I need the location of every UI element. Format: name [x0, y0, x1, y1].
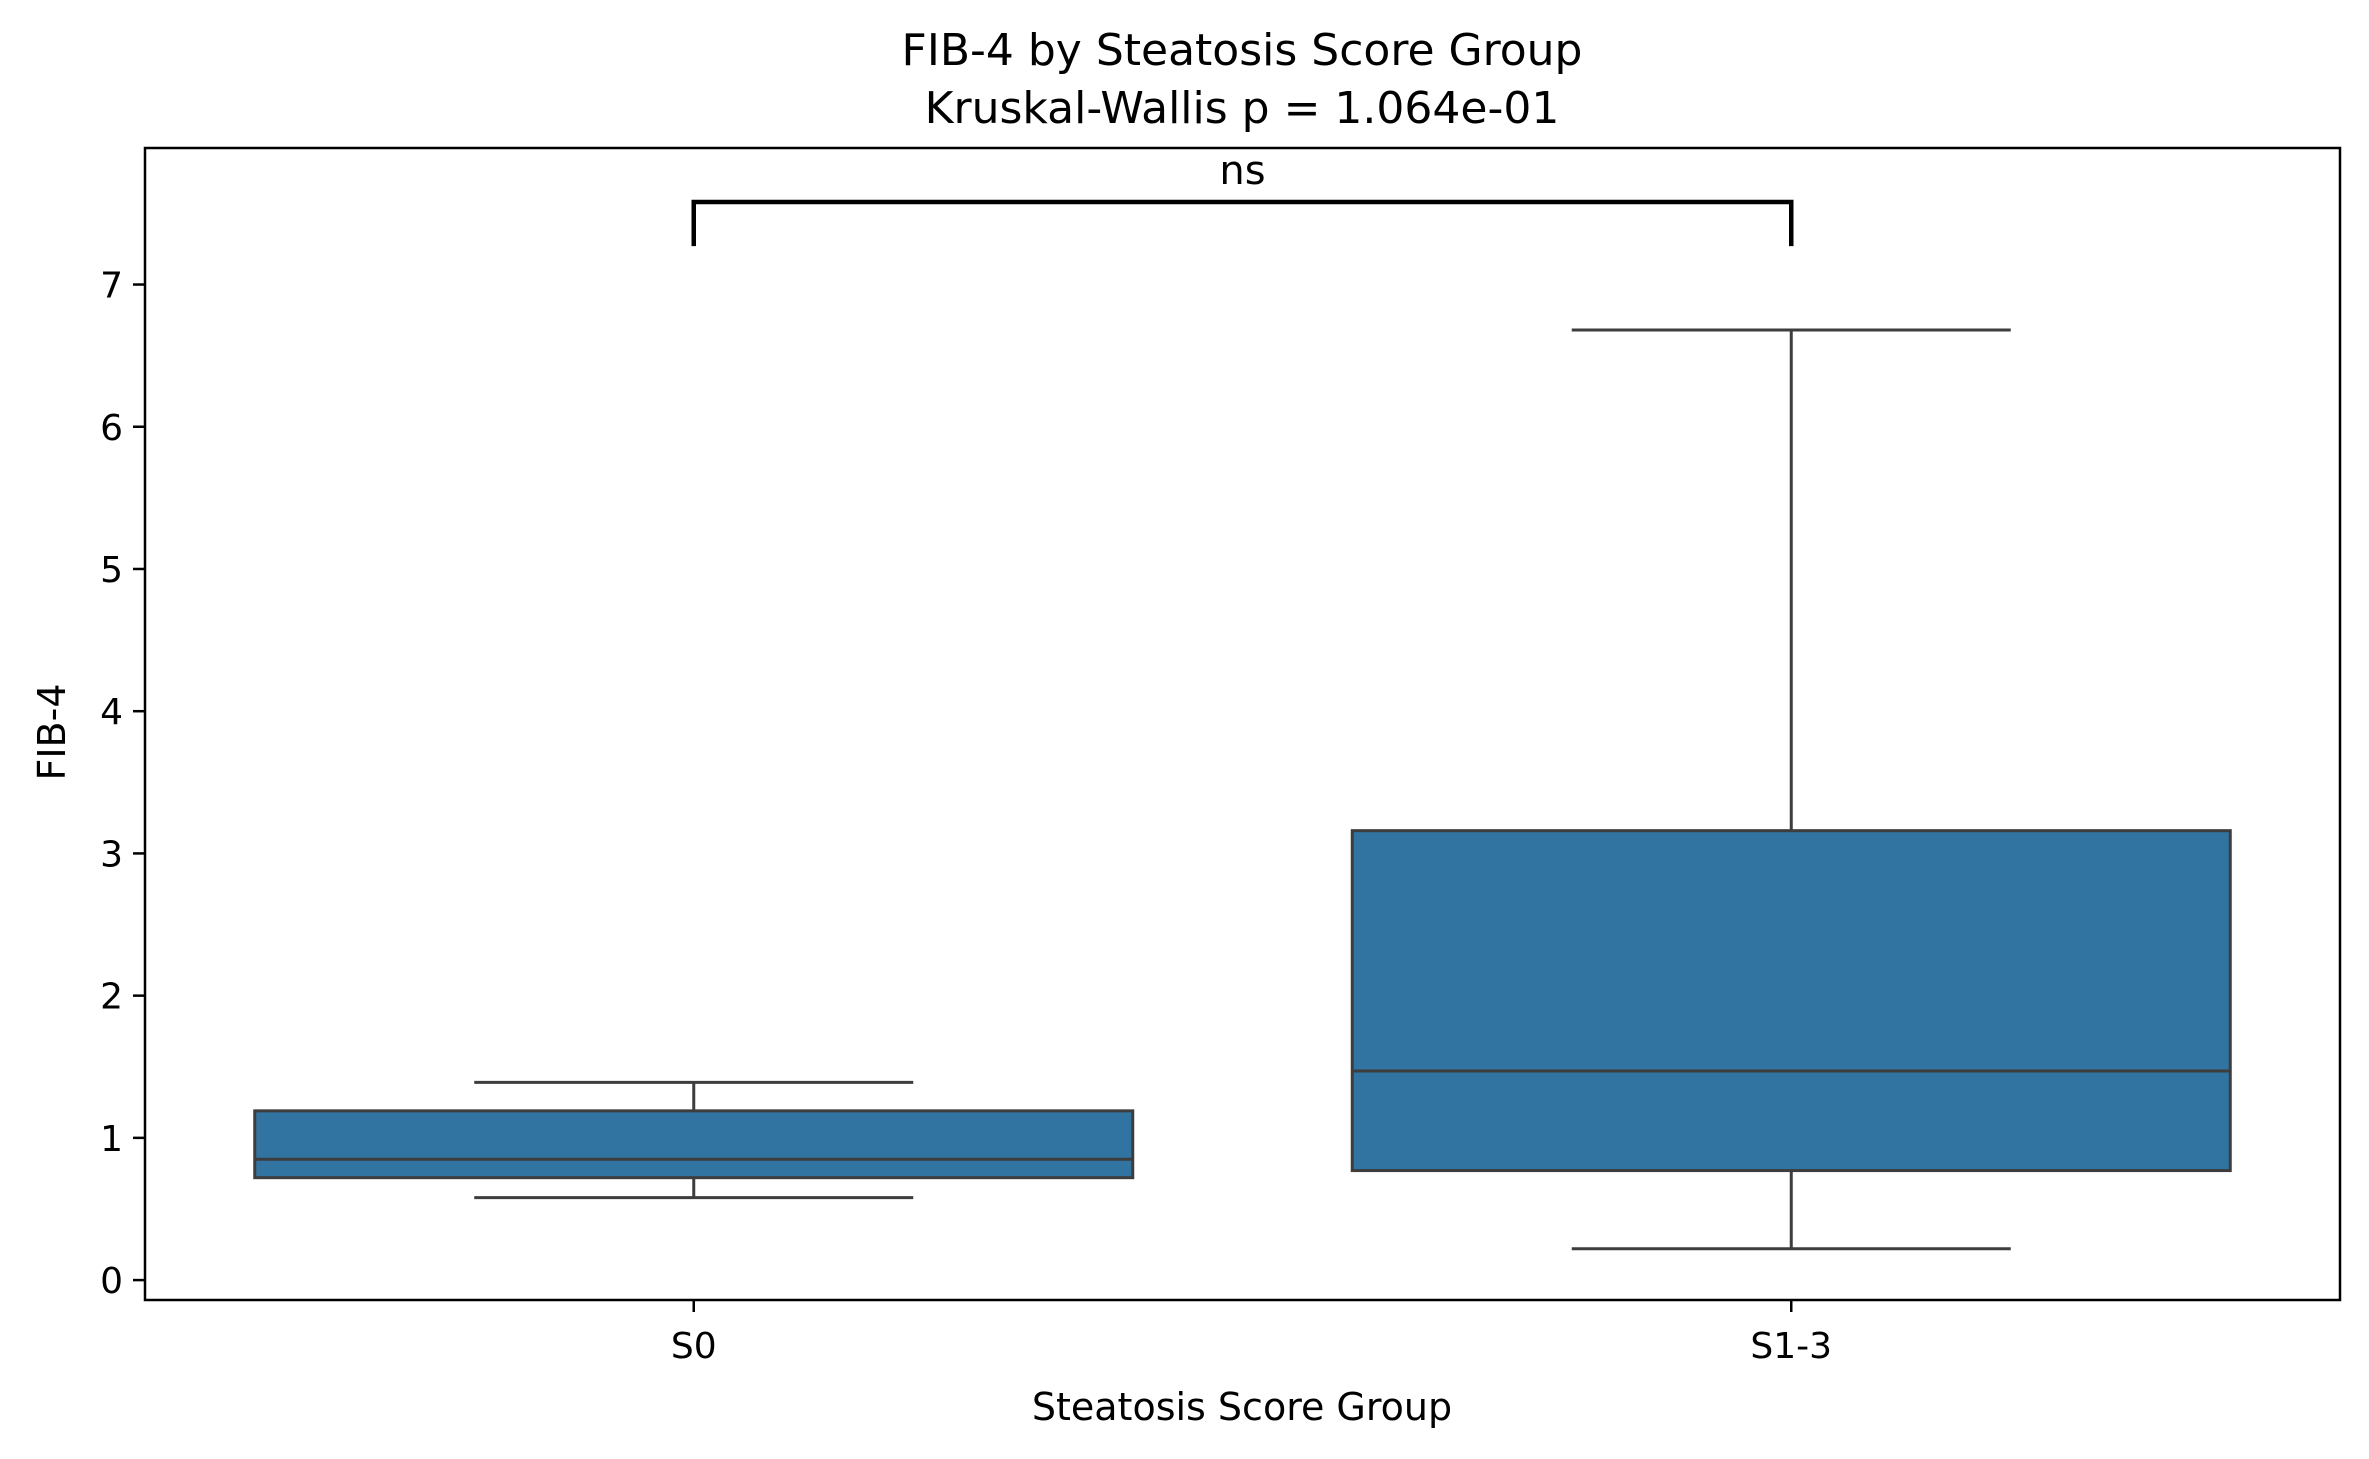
boxes-layer [253, 328, 2232, 1251]
box-group-s0 [253, 1080, 1135, 1200]
box-group-s1-3 [1350, 328, 2232, 1251]
y-tick-label-7: 7 [100, 266, 123, 307]
y-tick-label-3: 3 [100, 834, 123, 875]
x-tick-label-s1-3: S1-3 [1750, 1326, 1832, 1367]
chart-title: FIB-4 by Steatosis Score Group [902, 25, 1583, 76]
significance-bracket [691, 199, 1794, 247]
axes-layer: 0 1 2 3 4 5 6 7 S0 S1-3 [100, 266, 1832, 1367]
chart-subtitle: Kruskal-Wallis p = 1.064e-01 [925, 83, 1560, 134]
box-s0 [253, 1109, 1135, 1180]
y-tick-label-4: 4 [100, 692, 123, 733]
y-tick-label-1: 1 [100, 1119, 123, 1160]
y-tick-label-6: 6 [100, 408, 123, 449]
y-tick-label-5: 5 [100, 550, 123, 591]
y-axis-label: FIB-4 [30, 683, 74, 780]
x-axis-label: Steatosis Score Group [1032, 1385, 1452, 1429]
y-tick-label-2: 2 [100, 977, 123, 1018]
box-s1-3 [1350, 829, 2232, 1173]
significance-label: ns [1219, 148, 1265, 194]
annotation-layer: ns [691, 148, 1794, 247]
y-tick-label-0: 0 [100, 1261, 123, 1302]
plot-frame [143, 146, 2342, 1302]
x-tick-label-s0: S0 [671, 1326, 717, 1367]
